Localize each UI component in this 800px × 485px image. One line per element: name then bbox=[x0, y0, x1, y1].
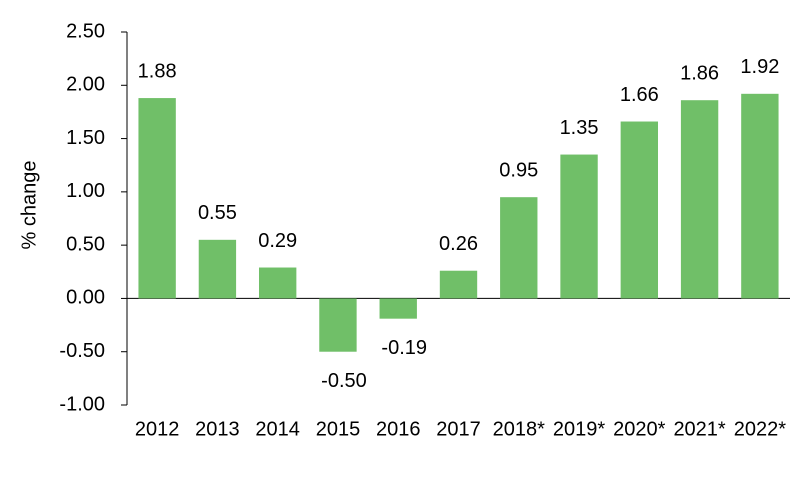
y-axis-label: % change bbox=[18, 161, 40, 250]
y-tick-label: 2.00 bbox=[66, 74, 105, 96]
y-tick-label: -1.00 bbox=[59, 393, 105, 415]
bar bbox=[741, 93, 779, 299]
x-tick-label: 2019* bbox=[553, 418, 605, 440]
data-label: -0.19 bbox=[381, 337, 427, 359]
x-tick-label: 2014 bbox=[255, 418, 300, 440]
data-label: 0.26 bbox=[439, 233, 478, 255]
bar bbox=[439, 270, 478, 299]
data-label: 1.66 bbox=[620, 84, 659, 106]
data-label: 1.86 bbox=[680, 62, 719, 84]
bar bbox=[198, 239, 237, 299]
bar bbox=[379, 298, 417, 319]
bar bbox=[138, 98, 176, 299]
x-tick-label: 2017 bbox=[436, 418, 481, 440]
x-tick-label: 2016 bbox=[376, 418, 421, 440]
y-tick-label: 0.50 bbox=[66, 233, 105, 255]
x-tick-label: 2020* bbox=[613, 418, 665, 440]
x-tick-label: 2021* bbox=[673, 418, 725, 440]
y-tick-label: 1.00 bbox=[66, 180, 105, 202]
data-label: 0.95 bbox=[499, 159, 538, 181]
data-label: 1.35 bbox=[560, 117, 599, 139]
data-label: 1.88 bbox=[138, 60, 177, 82]
y-tick-label: -0.50 bbox=[59, 340, 105, 362]
x-tick-label: 2013 bbox=[195, 418, 240, 440]
bar bbox=[680, 100, 719, 299]
data-label: -0.50 bbox=[321, 370, 367, 392]
data-label: 0.55 bbox=[198, 202, 237, 224]
bar bbox=[319, 298, 357, 352]
x-tick-label: 2012 bbox=[135, 418, 180, 440]
y-tick-label: 0.00 bbox=[66, 287, 105, 309]
x-tick-label: 2015 bbox=[316, 418, 361, 440]
data-label: 1.92 bbox=[740, 56, 779, 78]
bar bbox=[258, 267, 297, 299]
bar bbox=[560, 154, 598, 299]
bar bbox=[500, 197, 538, 299]
x-tick-label: 2022* bbox=[734, 418, 786, 440]
bar bbox=[620, 121, 659, 299]
x-tick-label: 2018* bbox=[493, 418, 545, 440]
data-label: 0.29 bbox=[258, 230, 297, 252]
y-tick-label: 1.50 bbox=[66, 127, 105, 149]
y-tick-label: 2.50 bbox=[66, 20, 105, 42]
